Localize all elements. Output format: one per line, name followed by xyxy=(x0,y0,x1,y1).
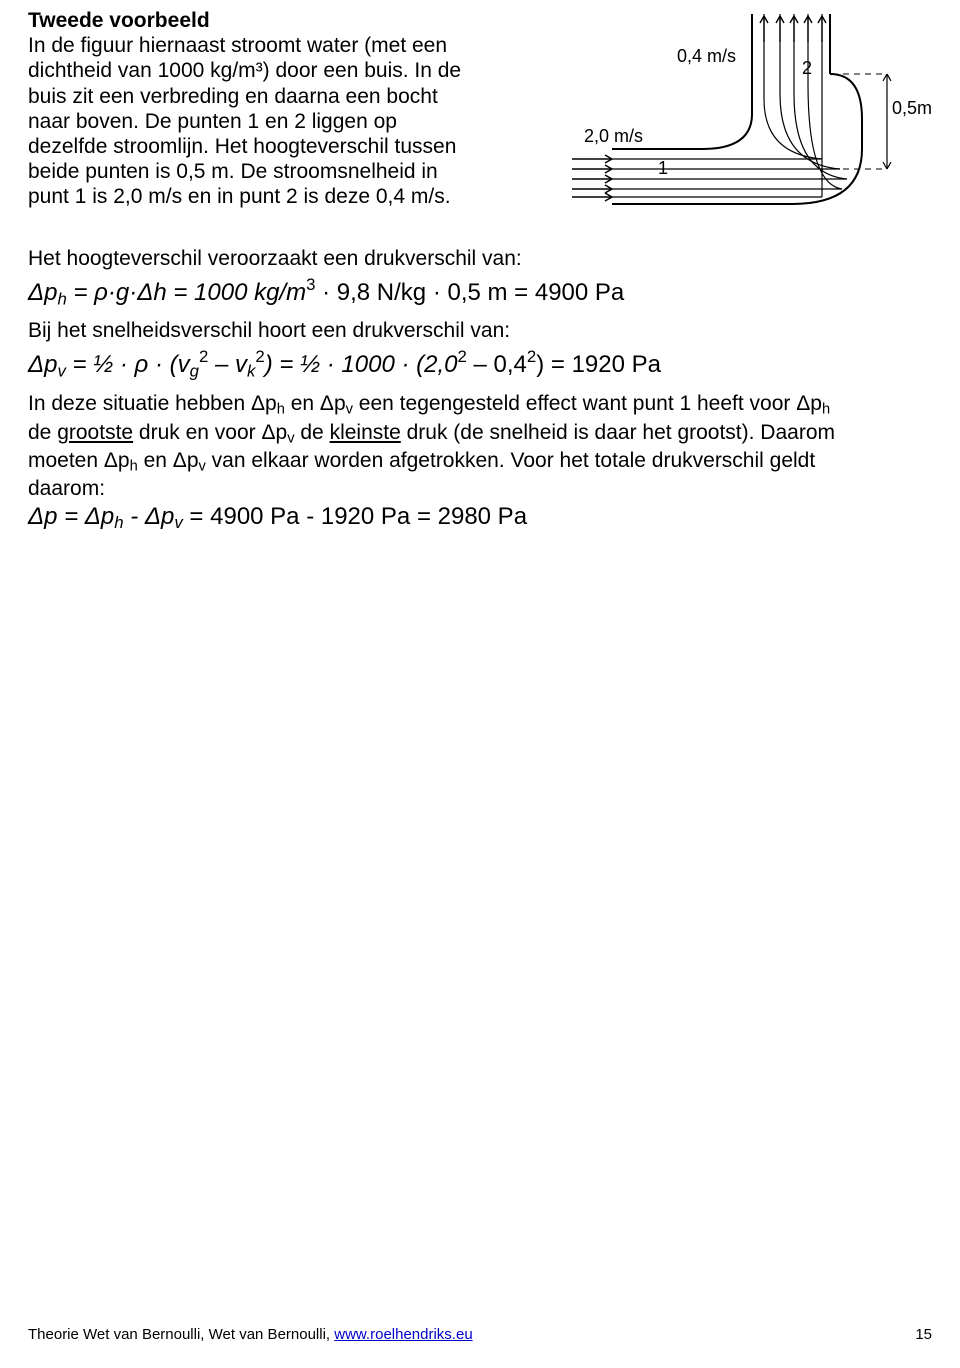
formula-delta-p-h: Δph = ρ·g·Δh = 1000 kg/m3 · 9,8 N/kg · 0… xyxy=(28,275,932,309)
intro-line: naar boven. De punten 1 en 2 liggen op xyxy=(28,109,512,134)
intro-line: dezelfde stroomlijn. Het hoogteverschil … xyxy=(28,134,512,159)
snelheidsverschil-label: Bij het snelheidsverschil hoort een druk… xyxy=(28,318,932,343)
footer-link[interactable]: www.roelhendriks.eu xyxy=(334,1326,472,1343)
intro-line: punt 1 is 2,0 m/s en in punt 2 is deze 0… xyxy=(28,184,512,209)
diagram-h-label: 0,5m xyxy=(892,98,932,118)
intro-line: In de figuur hiernaast stroomt water (me… xyxy=(28,33,512,58)
page-number: 15 xyxy=(915,1326,932,1344)
hoogteverschil-label: Het hoogteverschil veroorzaakt een drukv… xyxy=(28,246,932,271)
intro-line: buis zit een verbreding en daarna een bo… xyxy=(28,84,512,109)
explanation-paragraph: In deze situatie hebben Δph en Δpv een t… xyxy=(28,391,932,501)
diagram-v2-label: 0,4 m/s xyxy=(677,46,736,66)
diagram-point-1: 1 xyxy=(658,158,668,178)
intro-line: beide punten is 0,5 m. De stroomsnelheid… xyxy=(28,159,512,184)
page-footer: Theorie Wet van Bernoulli, Wet van Berno… xyxy=(28,1326,932,1344)
footer-text: Theorie Wet van Bernoulli, Wet van Berno… xyxy=(28,1326,334,1343)
diagram-point-2: 2 xyxy=(802,58,812,78)
pipe-diagram: 1 2 2,0 m/s 0,4 m/s 0,5m xyxy=(532,14,932,224)
formula-delta-p-v: Δpv = ½ · ρ · (vg2 – vk2) = ½ · 1000 · (… xyxy=(28,347,932,381)
intro-text-block: Tweede voorbeeld In de figuur hiernaast … xyxy=(28,8,512,210)
diagram-v1-label: 2,0 m/s xyxy=(584,126,643,146)
intro-line: dichtheid van 1000 kg/m³) door een buis.… xyxy=(28,58,512,83)
formula-delta-p-total: Δp = Δph - Δpv = 4900 Pa - 1920 Pa = 298… xyxy=(28,503,932,533)
example-heading: Tweede voorbeeld xyxy=(28,8,512,33)
